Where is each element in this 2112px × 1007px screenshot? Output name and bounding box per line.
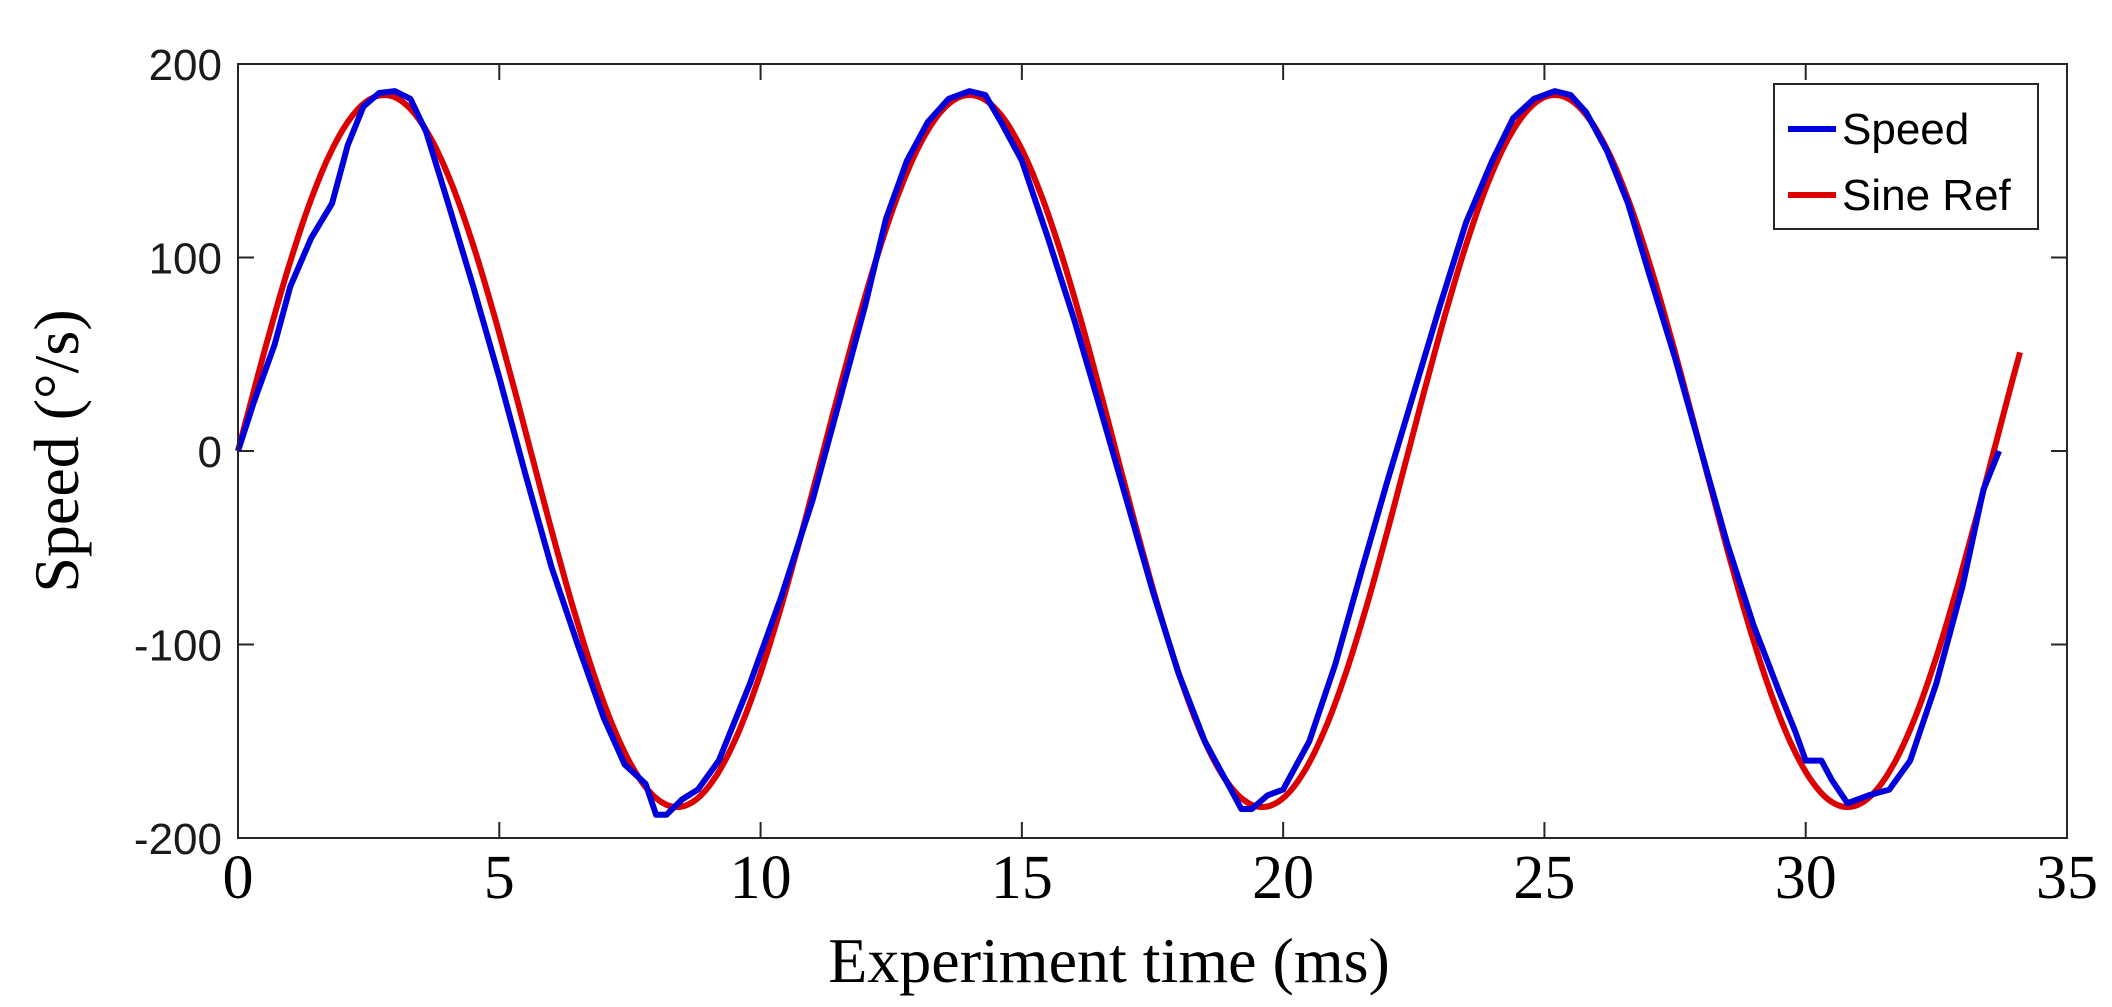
x-tick-label: 20 — [1252, 844, 1314, 912]
x-tick-label: 30 — [1775, 844, 1837, 912]
legend-label-sine-ref: Sine Ref — [1842, 171, 2012, 220]
legend: Speed Sine Ref — [1773, 83, 2039, 230]
x-tick-label: 10 — [730, 844, 792, 912]
y-tick-label: 100 — [149, 235, 222, 284]
y-tick-label: 200 — [149, 41, 222, 90]
x-tick-label: 15 — [991, 844, 1053, 912]
legend-box — [1773, 83, 2039, 230]
legend-label-speed: Speed — [1842, 105, 1969, 154]
x-tick-label: 25 — [1513, 844, 1575, 912]
y-tick-label: 0 — [198, 428, 222, 477]
x-tick-label: 0 — [223, 844, 254, 912]
series-layer — [235, 88, 2023, 818]
series-line-speed — [235, 88, 2002, 818]
x-tick-label: 35 — [2036, 844, 2098, 912]
x-axis-title: Experiment time (ms) — [828, 925, 1390, 996]
axes-box — [237, 63, 2068, 839]
y-axis-ticks: -200 -100 0 100 200 — [134, 41, 2067, 864]
x-axis-ticks: 0 5 10 15 20 25 30 35 — [223, 64, 2098, 912]
x-tick-label: 5 — [484, 844, 515, 912]
y-tick-label: -100 — [134, 622, 222, 671]
y-axis-title: Speed (°/s) — [21, 309, 92, 592]
y-tick-label: -200 — [134, 815, 222, 864]
